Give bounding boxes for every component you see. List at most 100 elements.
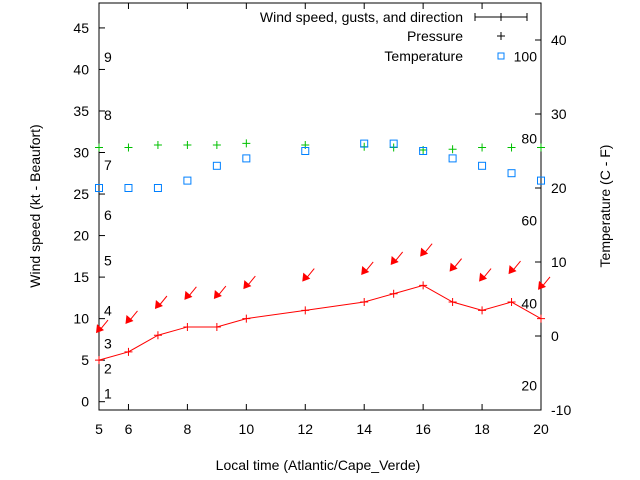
gust-arrowhead	[154, 300, 163, 310]
wind-speed-point	[537, 314, 545, 323]
y2-tick-label: 20	[551, 180, 567, 196]
y2-tick-label: 10	[551, 254, 567, 270]
pressure-point	[448, 145, 457, 154]
legend: Wind speed, gusts, and direction Pressur…	[260, 9, 528, 64]
temperature-point	[95, 184, 103, 192]
gust-arrowhead	[125, 314, 134, 324]
wind-speed-point	[478, 306, 487, 315]
beaufort-label: 2	[104, 360, 112, 376]
pressure-point	[537, 143, 545, 152]
gust-arrowhead	[479, 272, 488, 282]
fahrenheit-label: 20	[521, 378, 537, 394]
y2-axis-label: Temperature (C - F)	[597, 145, 613, 268]
x-tick-label-start: 5	[95, 421, 103, 437]
gust-arrowhead	[96, 324, 104, 334]
gust-arrowhead	[243, 280, 252, 290]
gust-arrowhead	[420, 247, 429, 257]
gust-arrowhead	[390, 255, 399, 265]
wind-speed-point	[153, 331, 162, 340]
x-axis-label: Local time (Atlantic/Cape_Verde)	[216, 457, 421, 473]
pressure-point	[153, 141, 162, 150]
temperature-point	[507, 169, 516, 178]
temperature-point	[389, 139, 398, 148]
wind-speed-line	[98, 284, 542, 361]
x-tick-label: 8	[184, 421, 192, 437]
y-tick-label: 0	[81, 394, 89, 410]
wind-speed-point	[95, 356, 103, 365]
y-tick-label: 15	[73, 269, 89, 285]
temperature-point	[124, 184, 133, 192]
fahrenheit-label: 80	[521, 130, 537, 146]
y2-tick-label: 40	[551, 32, 567, 48]
x-tick-label: 6	[125, 421, 133, 437]
pressure-point	[95, 143, 103, 152]
y-axis-label: Wind speed (kt - Beaufort)	[27, 124, 43, 287]
beaufort-label: 7	[104, 157, 112, 173]
temperature-point	[478, 161, 487, 170]
pressure-point	[507, 143, 516, 152]
y-tick-label: 20	[73, 228, 89, 244]
gust-arrowhead	[449, 262, 458, 272]
y-tick-label: 25	[73, 186, 89, 202]
temperature-point	[419, 147, 428, 155]
pressure-point	[124, 143, 133, 152]
gust-arrowhead	[302, 272, 311, 282]
fahrenheit-label: 100	[514, 48, 538, 64]
temperature-point	[183, 176, 192, 185]
gust-arrowhead	[184, 290, 193, 300]
y-tick-label: 5	[81, 352, 89, 368]
x-tick-label: 20	[533, 421, 549, 437]
gust-arrowhead	[508, 265, 517, 275]
y2-tick-label: 30	[551, 106, 567, 122]
wind-speed-point	[389, 289, 398, 298]
x-tick-label: 18	[474, 421, 490, 437]
x-tick-label: 14	[356, 421, 372, 437]
wind-speed-point	[212, 322, 221, 331]
legend-pressure: Pressure	[407, 28, 463, 44]
wind-speed-point	[419, 281, 428, 290]
x-tick-label: 10	[239, 421, 255, 437]
beaufort-label: 6	[104, 207, 112, 223]
pressure-point	[183, 141, 192, 150]
beaufort-label: 4	[104, 302, 112, 318]
wind-speed-point	[360, 298, 369, 307]
wind-speed-point	[301, 306, 310, 315]
y2-tick-label: 0	[551, 328, 559, 344]
fahrenheit-label: 60	[521, 213, 537, 229]
fahrenheit-label: 40	[521, 295, 537, 311]
wind-speed-point	[242, 314, 251, 323]
temperature-point	[242, 154, 251, 163]
y-tick-label: 40	[73, 61, 89, 77]
y-tick-label: 35	[73, 103, 89, 119]
temperature-point	[212, 161, 221, 170]
temperature-point	[301, 147, 310, 155]
legend-temperature: Temperature	[384, 48, 463, 64]
pressure-point	[212, 141, 221, 150]
gust-arrowhead	[538, 280, 546, 290]
beaufort-label: 5	[104, 252, 112, 268]
x-tick-label: 16	[415, 421, 431, 437]
x-tick-label: 12	[297, 421, 313, 437]
pressure-point	[242, 139, 251, 148]
beaufort-label: 1	[104, 385, 112, 401]
wind-speed-point	[124, 347, 133, 356]
wind-speed-point	[448, 298, 457, 307]
gust-arrowhead	[213, 290, 222, 300]
pressure-point	[478, 143, 487, 152]
y-tick-label: 10	[73, 311, 89, 327]
beaufort-label: 8	[104, 107, 112, 123]
legend-wind: Wind speed, gusts, and direction	[260, 9, 463, 25]
plot-frame	[98, 2, 542, 411]
wind-speed-point	[183, 322, 192, 331]
wind-speed-point	[507, 298, 516, 307]
y-tick-label: 30	[73, 145, 89, 161]
beaufort-label: 9	[104, 49, 112, 65]
beaufort-label: 3	[104, 336, 112, 352]
temperature-point	[360, 139, 369, 148]
gust-arrowhead	[361, 265, 370, 275]
y2-tick-label: -10	[551, 402, 571, 418]
y-tick-label: 45	[73, 20, 89, 36]
temperature-point	[153, 184, 162, 192]
temperature-point	[537, 176, 545, 185]
